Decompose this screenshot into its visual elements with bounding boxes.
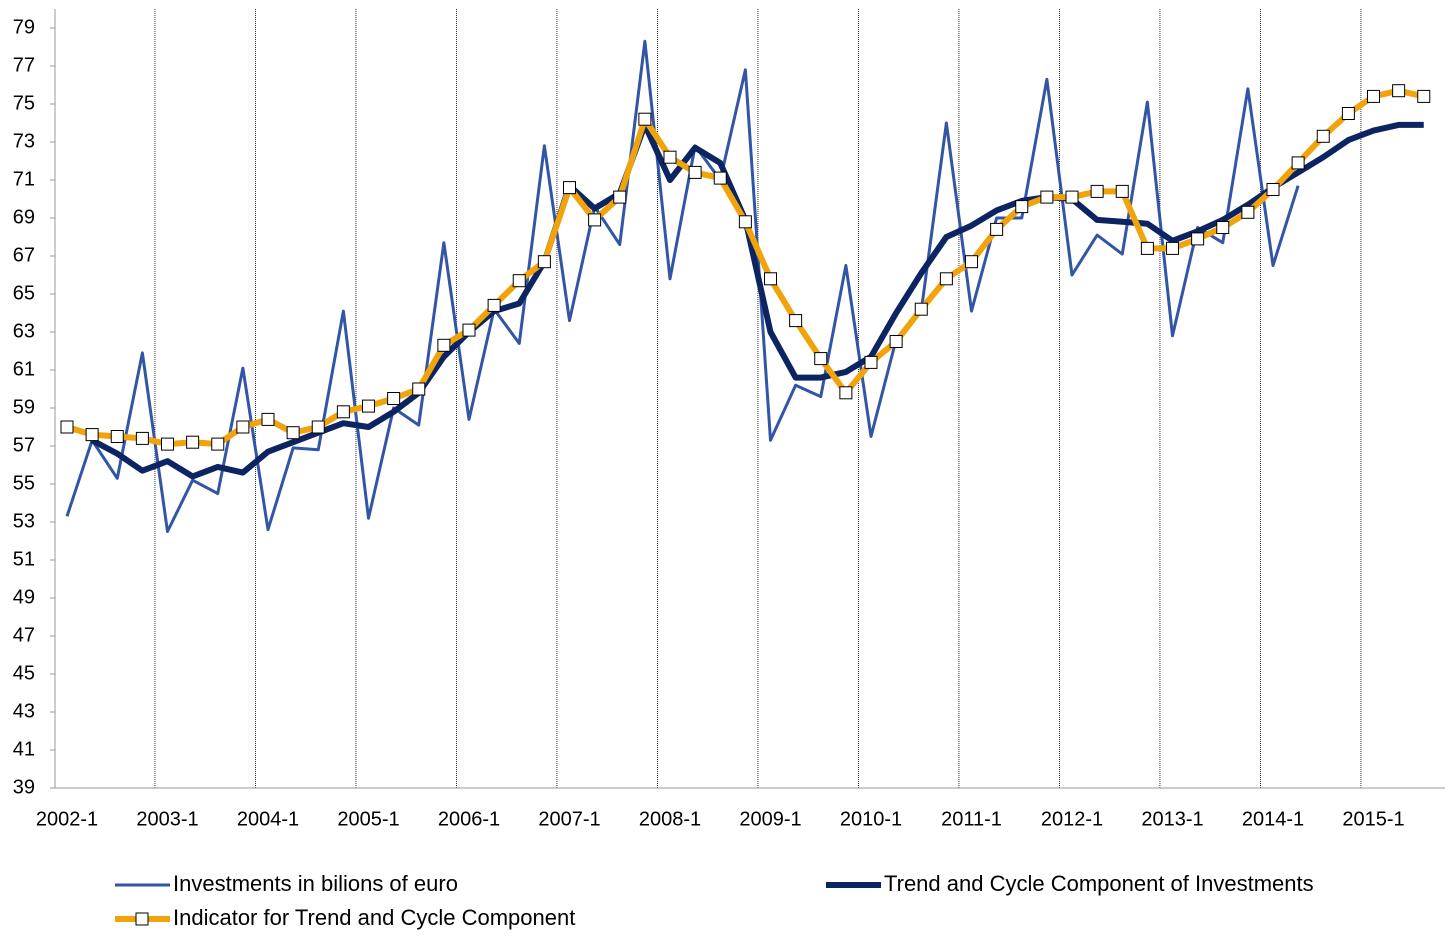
- marker: [990, 222, 1004, 236]
- marker: [1341, 107, 1355, 120]
- marker: [638, 112, 652, 126]
- marker: [362, 399, 375, 413]
- y-tick-label: 53: [13, 510, 35, 532]
- y-tick-label: 73: [13, 130, 35, 152]
- legend-marker: [135, 912, 149, 926]
- marker: [1015, 200, 1029, 214]
- marker: [110, 430, 124, 443]
- legend-label: Trend and Cycle Component of Investments: [884, 871, 1314, 896]
- legend-label: Indicator for Trend and Cycle Component: [173, 905, 575, 930]
- marker: [412, 382, 426, 396]
- x-tick-label: 2002-1: [36, 808, 98, 830]
- x-tick-label: 2011-1: [941, 808, 1002, 830]
- marker: [1241, 205, 1255, 219]
- y-tick-label: 59: [13, 396, 35, 418]
- y-tick-label: 65: [13, 282, 35, 304]
- marker: [1316, 129, 1330, 143]
- y-tick-label: 75: [13, 92, 35, 114]
- marker: [889, 335, 903, 348]
- y-tick-label: 39: [13, 776, 35, 798]
- marker: [663, 150, 677, 164]
- marker: [738, 215, 752, 229]
- marker: [839, 386, 853, 400]
- marker: [60, 420, 74, 434]
- marker: [1266, 183, 1280, 196]
- marker: [1191, 232, 1205, 246]
- marker: [512, 274, 526, 288]
- marker: [135, 431, 149, 445]
- series-line: [65, 39, 1300, 533]
- x-tick-label: 2007-1: [538, 808, 600, 830]
- marker: [764, 272, 777, 286]
- marker: [914, 302, 928, 316]
- marker: [814, 352, 828, 366]
- marker: [713, 171, 727, 185]
- marker: [286, 426, 300, 440]
- marker: [1417, 89, 1431, 103]
- y-tick-label: 67: [13, 244, 35, 266]
- marker: [1115, 184, 1129, 198]
- y-tick-label: 41: [13, 738, 35, 760]
- marker: [387, 392, 401, 405]
- marker: [261, 412, 275, 426]
- x-tick-label: 2014-1: [1242, 808, 1304, 830]
- marker: [161, 437, 174, 451]
- marker: [1065, 190, 1079, 204]
- y-tick-label: 61: [13, 358, 35, 380]
- marker: [1140, 241, 1154, 255]
- x-tick-label: 2010-1: [840, 808, 902, 830]
- x-tick-label: 2008-1: [639, 808, 701, 830]
- marker: [1392, 84, 1406, 98]
- marker: [1040, 190, 1054, 204]
- marker: [1090, 184, 1104, 198]
- y-tick-label: 69: [13, 206, 35, 228]
- marker: [688, 165, 702, 179]
- marker: [1367, 89, 1380, 103]
- marker: [965, 255, 978, 269]
- marker: [588, 213, 602, 227]
- y-tick-label: 51: [13, 548, 35, 570]
- y-tick-label: 79: [13, 16, 35, 38]
- y-tick-label: 63: [13, 320, 35, 342]
- marker: [85, 428, 99, 442]
- marker: [613, 190, 627, 204]
- y-tick-label: 71: [13, 168, 35, 190]
- marker: [462, 323, 476, 337]
- x-tick-label: 2003-1: [136, 808, 198, 830]
- marker: [563, 181, 576, 195]
- marker: [939, 272, 953, 286]
- marker: [537, 255, 551, 269]
- x-tick-label: 2004-1: [237, 808, 299, 830]
- marker: [437, 338, 451, 352]
- legend-label: Investments in bilions of euro: [173, 871, 458, 896]
- y-tick-label: 49: [13, 586, 35, 608]
- x-tick-label: 2015-1: [1342, 808, 1404, 830]
- x-tick-label: 2009-1: [739, 808, 801, 830]
- series-line: [66, 87, 1425, 448]
- x-tick-label: 2013-1: [1141, 808, 1203, 830]
- marker: [1216, 221, 1230, 234]
- marker: [1166, 241, 1179, 255]
- marker: [864, 355, 878, 369]
- y-tick-label: 45: [13, 662, 35, 684]
- marker: [186, 435, 200, 449]
- x-tick-label: 2012-1: [1041, 808, 1103, 830]
- x-tick-label: 2005-1: [337, 808, 399, 830]
- y-tick-label: 47: [13, 624, 35, 646]
- marker: [311, 420, 325, 434]
- marker: [1291, 156, 1305, 170]
- marker: [487, 298, 501, 312]
- marker: [211, 437, 225, 451]
- x-tick-label: 2006-1: [438, 808, 500, 830]
- marker: [336, 405, 350, 419]
- y-tick-label: 77: [13, 54, 35, 76]
- y-tick-label: 43: [13, 700, 35, 722]
- y-tick-label: 57: [13, 434, 35, 456]
- marker: [789, 314, 803, 328]
- marker: [236, 420, 250, 434]
- y-tick-label: 55: [13, 472, 35, 494]
- series-line: [90, 121, 1424, 480]
